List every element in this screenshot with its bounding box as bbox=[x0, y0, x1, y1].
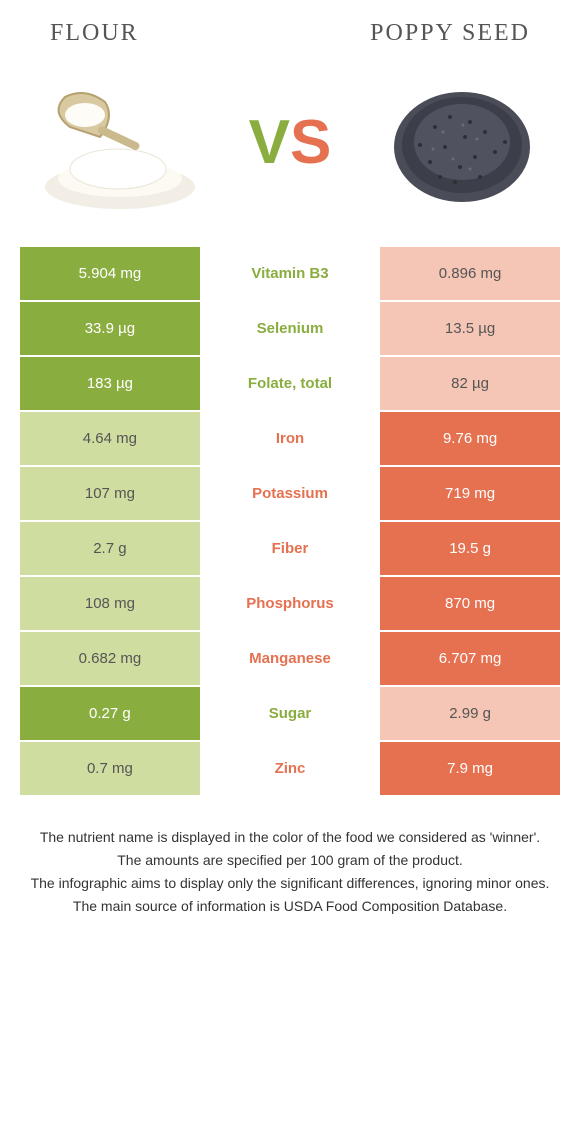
left-value-cell: 5.904 mg bbox=[20, 247, 200, 300]
right-value-cell: 82 µg bbox=[380, 357, 560, 410]
comparison-table: 5.904 mgVitamin B30.896 mg33.9 µgSeleniu… bbox=[20, 247, 560, 797]
right-value-cell: 870 mg bbox=[380, 577, 560, 630]
left-value-cell: 33.9 µg bbox=[20, 302, 200, 355]
nutrient-name-cell: Folate, total bbox=[200, 357, 380, 410]
nutrient-name-cell: Manganese bbox=[200, 632, 380, 685]
nutrient-name-cell: Zinc bbox=[200, 742, 380, 795]
right-value-cell: 19.5 g bbox=[380, 522, 560, 575]
nutrient-name-cell: Fiber bbox=[200, 522, 380, 575]
table-row: 0.682 mgManganese6.707 mg bbox=[20, 632, 560, 687]
footer-line-3: The infographic aims to display only the… bbox=[30, 873, 550, 894]
right-value-cell: 0.896 mg bbox=[380, 247, 560, 300]
left-value-cell: 0.682 mg bbox=[20, 632, 200, 685]
right-value-cell: 13.5 µg bbox=[380, 302, 560, 355]
vs-s-letter: S bbox=[290, 108, 331, 177]
images-row: VS bbox=[20, 67, 560, 217]
nutrient-name-cell: Potassium bbox=[200, 467, 380, 520]
table-row: 108 mgPhosphorus870 mg bbox=[20, 577, 560, 632]
left-value-cell: 108 mg bbox=[20, 577, 200, 630]
flour-image bbox=[30, 67, 205, 217]
right-value-cell: 9.76 mg bbox=[380, 412, 560, 465]
footer-line-2: The amounts are specified per 100 gram o… bbox=[30, 850, 550, 871]
left-value-cell: 0.7 mg bbox=[20, 742, 200, 795]
table-row: 183 µgFolate, total82 µg bbox=[20, 357, 560, 412]
vs-label: VS bbox=[249, 107, 332, 178]
table-row: 0.27 gSugar2.99 g bbox=[20, 687, 560, 742]
footer-line-1: The nutrient name is displayed in the co… bbox=[30, 827, 550, 848]
vs-v-letter: V bbox=[249, 108, 290, 177]
left-value-cell: 107 mg bbox=[20, 467, 200, 520]
table-row: 5.904 mgVitamin B30.896 mg bbox=[20, 247, 560, 302]
left-food-title: FLOUR bbox=[50, 20, 139, 47]
nutrient-name-cell: Vitamin B3 bbox=[200, 247, 380, 300]
footer-notes: The nutrient name is displayed in the co… bbox=[20, 827, 560, 917]
nutrient-name-cell: Selenium bbox=[200, 302, 380, 355]
table-row: 4.64 mgIron9.76 mg bbox=[20, 412, 560, 467]
table-row: 2.7 gFiber19.5 g bbox=[20, 522, 560, 577]
left-value-cell: 2.7 g bbox=[20, 522, 200, 575]
nutrient-name-cell: Iron bbox=[200, 412, 380, 465]
right-value-cell: 6.707 mg bbox=[380, 632, 560, 685]
right-value-cell: 7.9 mg bbox=[380, 742, 560, 795]
table-row: 0.7 mgZinc7.9 mg bbox=[20, 742, 560, 797]
table-row: 33.9 µgSelenium13.5 µg bbox=[20, 302, 560, 357]
footer-line-4: The main source of information is USDA F… bbox=[30, 896, 550, 917]
left-value-cell: 4.64 mg bbox=[20, 412, 200, 465]
poppy-seed-image bbox=[375, 67, 550, 217]
right-value-cell: 719 mg bbox=[380, 467, 560, 520]
right-food-title: POPPY SEED bbox=[370, 20, 530, 47]
table-row: 107 mgPotassium719 mg bbox=[20, 467, 560, 522]
nutrient-name-cell: Phosphorus bbox=[200, 577, 380, 630]
right-value-cell: 2.99 g bbox=[380, 687, 560, 740]
nutrient-name-cell: Sugar bbox=[200, 687, 380, 740]
left-value-cell: 183 µg bbox=[20, 357, 200, 410]
header-titles: FLOUR POPPY SEED bbox=[20, 20, 560, 47]
left-value-cell: 0.27 g bbox=[20, 687, 200, 740]
